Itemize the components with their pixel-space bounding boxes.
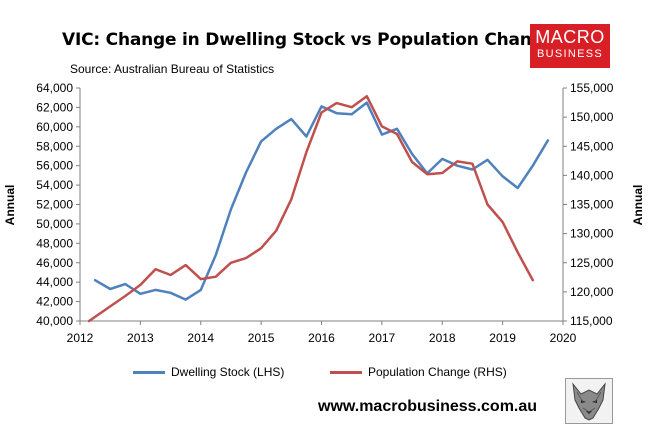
chart-source: Source: Australian Bureau of Statistics [70, 62, 275, 76]
left-tick-label: 64,000 [36, 81, 73, 95]
left-tick-label: 56,000 [36, 159, 73, 173]
wolf-logo-icon [565, 378, 613, 424]
legend-swatch-dwelling [133, 371, 165, 375]
left-tick-label: 60,000 [36, 120, 73, 134]
x-tick-label: 2013 [127, 331, 154, 345]
left-tick-label: 52,000 [36, 198, 73, 212]
x-tick-label: 2019 [489, 331, 516, 345]
website-url: www.macrobusiness.com.au [318, 398, 538, 415]
left-tick-label: 50,000 [36, 217, 73, 231]
left-tick-label: 40,000 [36, 314, 73, 328]
plot-area [79, 88, 564, 322]
left-tick-label: 46,000 [36, 256, 73, 270]
right-tick-label: 125,000 [570, 256, 614, 270]
legend-dwelling: Dwelling Stock (LHS) [133, 365, 284, 379]
x-axis-ticks: 2012 2013 2014 2015 2016 2017 2018 2019 2020 [67, 321, 577, 345]
series-layer [87, 94, 550, 323]
right-tick-label: 155,000 [570, 81, 614, 95]
y-axis-label-right: Annual [631, 185, 645, 226]
right-tick-label: 145,000 [570, 139, 614, 153]
right-tick-label: 120,000 [570, 285, 614, 299]
macrobusiness-logo: MACRO BUSINESS [530, 24, 610, 68]
x-tick-label: 2018 [429, 331, 456, 345]
left-axis-ticks: 40,000 42,000 44,000 46,000 48,000 50,000 52,0… [36, 81, 80, 328]
legend-label-dwelling: Dwelling Stock (LHS) [171, 365, 285, 379]
right-axis-ticks: 115,000 120,000 125,000 130,000 135,000 140,0… [563, 81, 614, 328]
left-tick-label: 48,000 [36, 236, 73, 250]
y-axis-label-left: Annual [3, 185, 17, 226]
population-change-line [87, 94, 535, 323]
x-tick-label: 2020 [550, 331, 577, 345]
x-tick-label: 2017 [369, 331, 396, 345]
left-tick-label: 54,000 [36, 178, 73, 192]
legend-population: Population Change (RHS) [330, 365, 507, 379]
left-tick-label: 44,000 [36, 275, 73, 289]
x-tick-label: 2014 [187, 331, 214, 345]
left-tick-label: 58,000 [36, 139, 73, 153]
logo-line1: MACRO [535, 27, 605, 47]
right-tick-label: 130,000 [570, 227, 614, 241]
x-tick-label: 2016 [308, 331, 335, 345]
logo-line2: BUSINESS [536, 48, 604, 60]
left-tick-label: 42,000 [36, 295, 73, 309]
left-tick-label: 62,000 [36, 100, 73, 114]
right-tick-label: 115,000 [570, 314, 613, 328]
dwelling-stock-line [93, 101, 550, 301]
right-tick-label: 150,000 [570, 110, 614, 124]
right-tick-label: 135,000 [570, 198, 614, 212]
right-tick-label: 140,000 [570, 168, 614, 182]
x-tick-label: 2012 [67, 331, 94, 345]
legend-swatch-population [330, 371, 362, 375]
legend-label-population: Population Change (RHS) [368, 365, 507, 379]
x-tick-label: 2015 [248, 331, 275, 345]
chart-title: VIC: Change in Dwelling Stock vs Populat… [62, 30, 555, 50]
